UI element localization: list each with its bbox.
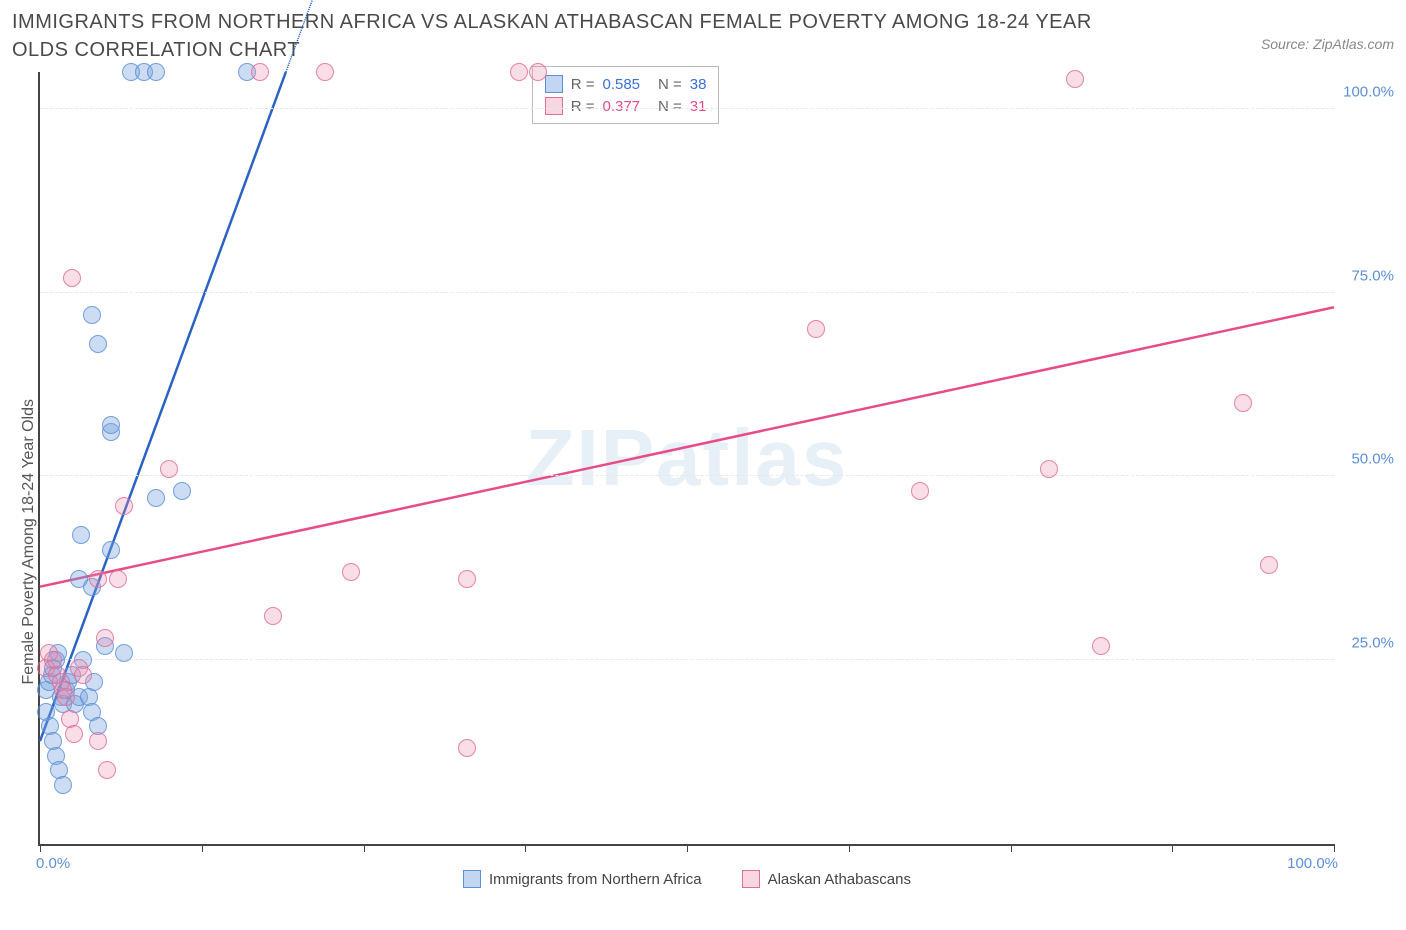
gridline-h <box>40 659 1334 660</box>
scatter-point <box>1040 460 1058 478</box>
r-label: R = <box>571 76 595 93</box>
watermark: ZIPatlas <box>526 412 849 504</box>
scatter-point <box>173 482 191 500</box>
x-tick <box>202 844 203 852</box>
scatter-point <box>911 482 929 500</box>
n-label: N = <box>658 98 682 115</box>
scatter-point <box>1066 70 1084 88</box>
scatter-point <box>96 629 114 647</box>
scatter-point <box>89 570 107 588</box>
trend-line <box>40 72 286 741</box>
x-tick <box>525 844 526 852</box>
scatter-point <box>510 63 528 81</box>
bottom-legend: Immigrants from Northern Africa Alaskan A… <box>40 870 1334 888</box>
x-tick <box>687 844 688 852</box>
scatter-point <box>89 732 107 750</box>
x-tick <box>40 844 41 852</box>
scatter-point <box>251 63 269 81</box>
scatter-point <box>54 776 72 794</box>
scatter-point <box>1234 394 1252 412</box>
series-swatch <box>545 75 563 93</box>
series-swatch <box>742 870 760 888</box>
scatter-point <box>115 497 133 515</box>
scatter-point <box>98 761 116 779</box>
stats-row: R = 0.585 N = 38 <box>545 73 707 95</box>
n-value: 31 <box>690 98 707 115</box>
scatter-point <box>1092 637 1110 655</box>
scatter-point <box>72 526 90 544</box>
gridline-h <box>40 475 1334 476</box>
scatter-point <box>74 666 92 684</box>
series-swatch <box>463 870 481 888</box>
y-tick-label: 50.0% <box>1339 451 1394 468</box>
y-tick-label: 75.0% <box>1339 267 1394 284</box>
chart-container: Female Poverty Among 18-24 Year Olds ZIP… <box>12 72 1394 892</box>
scatter-point <box>102 416 120 434</box>
r-label: R = <box>571 98 595 115</box>
series-swatch <box>545 97 563 115</box>
gridline-h <box>40 292 1334 293</box>
stats-row: R = 0.377 N = 31 <box>545 95 707 117</box>
legend-label: Immigrants from Northern Africa <box>489 871 702 888</box>
gridline-h <box>40 108 1334 109</box>
scatter-point <box>1260 556 1278 574</box>
scatter-point <box>65 725 83 743</box>
chart-title: IMMIGRANTS FROM NORTHERN AFRICA VS ALASK… <box>12 8 1112 64</box>
scatter-point <box>57 688 75 706</box>
scatter-point <box>807 320 825 338</box>
y-tick-label: 100.0% <box>1339 83 1394 100</box>
scatter-point <box>316 63 334 81</box>
scatter-point <box>147 63 165 81</box>
x-tick <box>1334 844 1335 852</box>
plot-area: ZIPatlas R =0.585N =38R =0.377N =31 0.0%… <box>38 72 1334 846</box>
scatter-point <box>63 269 81 287</box>
y-axis-label: Female Poverty Among 18-24 Year Olds <box>12 279 38 685</box>
scatter-point <box>458 570 476 588</box>
source-attribution: Source: ZipAtlas.com <box>1261 36 1394 52</box>
y-tick-label: 25.0% <box>1339 635 1394 652</box>
scatter-point <box>89 335 107 353</box>
scatter-point <box>458 739 476 757</box>
scatter-point <box>109 570 127 588</box>
scatter-point <box>147 489 165 507</box>
r-value: 0.377 <box>602 98 640 115</box>
trend-lines-layer <box>40 72 1334 844</box>
r-value: 0.585 <box>602 76 640 93</box>
scatter-point <box>342 563 360 581</box>
stats-legend-box: R = 0.585 N = 38 R = 0.377 N = 31 <box>532 66 720 124</box>
scatter-point <box>83 306 101 324</box>
trend-line <box>40 307 1334 586</box>
legend-item: Alaskan Athabascans <box>742 870 911 888</box>
n-value: 38 <box>690 76 707 93</box>
scatter-point <box>264 607 282 625</box>
x-tick <box>364 844 365 852</box>
x-tick <box>1172 844 1173 852</box>
scatter-point <box>529 63 547 81</box>
legend-label: Alaskan Athabascans <box>768 871 911 888</box>
scatter-point <box>115 644 133 662</box>
n-label: N = <box>658 76 682 93</box>
scatter-point <box>102 541 120 559</box>
x-tick <box>849 844 850 852</box>
legend-item: Immigrants from Northern Africa <box>463 870 702 888</box>
scatter-point <box>160 460 178 478</box>
x-tick <box>1011 844 1012 852</box>
